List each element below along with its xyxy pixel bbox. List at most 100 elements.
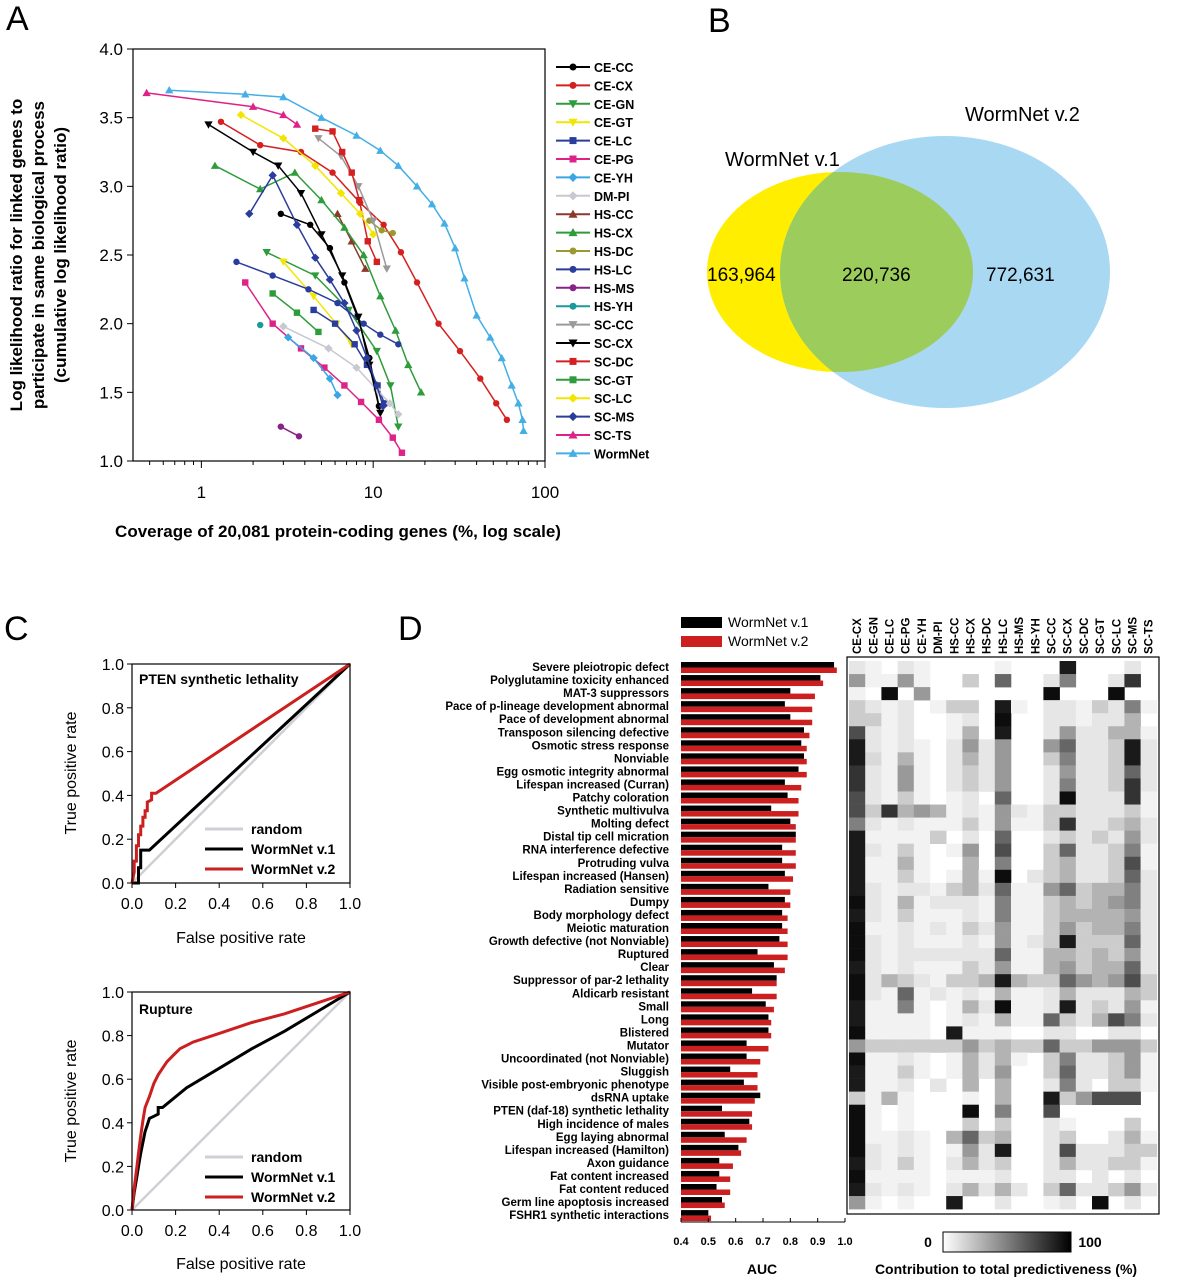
a-data-point: [309, 293, 318, 301]
d-bar-wormnet-v1: [681, 1066, 731, 1073]
d-heatmap-cell: [865, 661, 882, 675]
d-heatmap-cell: [1059, 908, 1077, 923]
d-heatmap-cell: [978, 817, 996, 831]
d-heatmap-cell: [978, 804, 996, 818]
d-heatmap-cell: [865, 1104, 882, 1119]
d-bar-wormnet-v1: [681, 766, 799, 772]
d-heatmap-cell: [1043, 1130, 1060, 1145]
d-heatmap-cell: [962, 1039, 979, 1053]
d-bar-wormnet-v1: [681, 740, 802, 746]
d-heatmap-cell: [865, 817, 882, 831]
d-heatmap-cell: [881, 974, 898, 988]
a-legend-label: SC-TS: [594, 429, 632, 443]
d-heatmap-cell: [849, 687, 866, 701]
d-phenotype-label: Pace of p-lineage development abnormal: [445, 701, 669, 713]
d-heatmap-cell: [881, 1000, 898, 1014]
a-data-point: [269, 320, 276, 327]
d-heatmap-cell: [849, 895, 866, 910]
d-heatmap-cell: [1092, 974, 1109, 988]
d-heatmap-cell: [1075, 882, 1093, 897]
d-heatmap-cell: [1027, 922, 1044, 936]
d-heatmap-cell: [1092, 1143, 1109, 1158]
d-heatmap-cell: [1108, 843, 1125, 858]
a-data-point: [352, 131, 361, 139]
d-heatmap-cell: [1140, 908, 1158, 923]
d-heatmap-cell: [946, 882, 963, 897]
a-data-point: [354, 183, 363, 191]
d-legend-label: WormNet v.2: [728, 633, 809, 649]
d-heatmap-cell: [1059, 1117, 1077, 1132]
a-data-point: [338, 272, 347, 280]
d-heatmap-cell: [946, 908, 963, 923]
roc-series-random: [131, 663, 351, 884]
d-heatmap-cell: [897, 1078, 915, 1092]
d-heatmap-cell: [881, 1130, 898, 1145]
d-heatmap-cell: [1043, 1169, 1060, 1184]
d-heatmap-cell: [1043, 674, 1060, 688]
a-data-point: [398, 449, 406, 456]
d-phenotype-label: Axon guidance: [587, 1158, 669, 1170]
d-heatmap-cell: [930, 817, 947, 831]
d-heatmap-cell: [1043, 922, 1060, 936]
a-data-point: [274, 162, 283, 170]
d-bar-wormnet-v1: [681, 936, 780, 942]
d-heatmap-cell: [881, 1183, 898, 1197]
a-legend-label: HS-LC: [594, 263, 632, 277]
d-heatmap-cell: [1108, 791, 1125, 805]
a-data-point: [391, 326, 400, 334]
d-heatmap-cell: [1011, 700, 1028, 714]
d-heatmap-cell: [1027, 817, 1044, 831]
d-heatmap-cell: [994, 1117, 1012, 1132]
d-heatmap-cell: [1124, 1143, 1141, 1158]
d-phenotype-label: Lifespan increased (Curran): [516, 779, 669, 791]
a-data-point: [336, 189, 346, 198]
a-data-point: [233, 258, 240, 266]
d-heatmap-cell: [978, 1052, 996, 1066]
a-data-point: [256, 184, 265, 193]
d-heatmap-cell: [1059, 1065, 1077, 1079]
a-series-line: [287, 336, 339, 396]
a-series-sc-ts: [142, 88, 302, 128]
a-series-hs-yh: [257, 321, 264, 329]
a-y-tick-label: 4.0: [99, 40, 123, 59]
a-data-point: [519, 426, 528, 434]
d-heatmap-cell: [897, 726, 915, 740]
d-heatmap-cell: [946, 1065, 963, 1079]
d-heatmap-cell: [978, 882, 996, 897]
d-heatmap-cell: [962, 674, 979, 688]
d-heatmap-cell: [994, 713, 1012, 727]
d-bar-wormnet-v1: [681, 844, 783, 851]
d-heatmap-cell: [897, 1143, 915, 1158]
d-heatmap-cell: [1108, 974, 1125, 988]
d-phenotype-label: Osmotic stress response: [532, 740, 669, 752]
d-heatmap-cell: [946, 1156, 963, 1171]
d-heatmap-cell: [1092, 830, 1109, 844]
d-heatmap-cell: [849, 1117, 866, 1132]
d-heatmap-cell: [1140, 935, 1158, 949]
roc-x-tick-label: 0.2: [164, 1223, 186, 1240]
d-heatmap-cell: [849, 961, 866, 975]
roc-rupture-title: Rupture: [139, 1001, 193, 1017]
d-heatmap-cell: [930, 987, 947, 1001]
a-legend-marker: [568, 430, 578, 439]
d-heatmap-cell: [913, 1000, 931, 1014]
roc-y-tick-label: 0.0: [102, 876, 124, 893]
d-heatmap-cell: [865, 791, 882, 805]
d-phenotype-label: Body morphology defect: [534, 910, 670, 922]
d-heatmap-cell: [1043, 804, 1060, 818]
d-heatmap-cell: [913, 856, 931, 871]
a-y-tick-label: 3.0: [99, 177, 123, 196]
d-heatmap-cell: [1059, 1000, 1077, 1014]
d-heatmap-cell: [1043, 1143, 1060, 1158]
panel-d-auc-label: AUC: [747, 1261, 777, 1277]
roc-x-tick-label: 0.0: [121, 896, 143, 913]
a-legend-marker: [568, 448, 578, 457]
d-heatmap-cell: [1140, 882, 1158, 897]
a-legend-marker: [569, 376, 577, 384]
d-heatmap-column-label: SC-TS: [1144, 619, 1156, 654]
a-legend-label: HS-CX: [594, 227, 634, 241]
d-heatmap-cell: [1092, 1013, 1109, 1027]
d-heatmap-cell: [1108, 908, 1125, 923]
d-heatmap-cell: [1043, 752, 1060, 766]
d-bar-wormnet-v2: [681, 1059, 761, 1065]
